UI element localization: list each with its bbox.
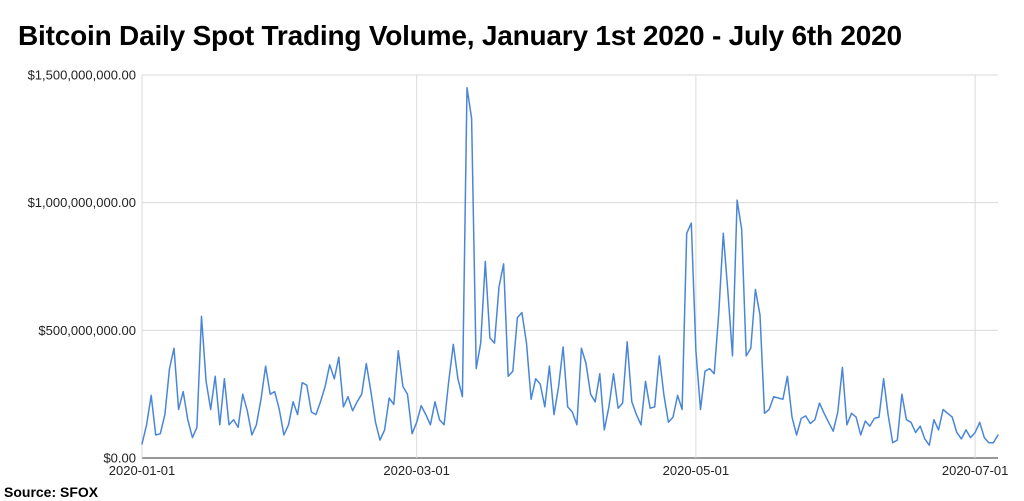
x-tick-label: 2020-01-01 (109, 463, 176, 478)
grid-layer (141, 74, 998, 459)
x-axis: 2020-01-01 2020-03-01 2020-05-01 2020-07-01 (109, 463, 1009, 478)
series-layer (141, 87, 999, 446)
y-tick-label: $500,000,000.00 (38, 323, 136, 338)
y-axis: $0.00 $500,000,000.00 $1,000,000,000.00 $1,… (28, 68, 136, 466)
source-note: Source: SFOX (4, 484, 99, 500)
volume-series-line (141, 87, 999, 446)
y-tick-label: $0.00 (103, 451, 136, 466)
x-tick-label: 2020-07-01 (942, 463, 1009, 478)
y-tick-label: $1,000,000,000.00 (28, 195, 136, 210)
x-tick-label: 2020-03-01 (383, 463, 450, 478)
x-tick-label: 2020-05-01 (663, 463, 730, 478)
y-tick-label: $1,500,000,000.00 (28, 68, 136, 83)
chart-title: Bitcoin Daily Spot Trading Volume, Janua… (18, 20, 902, 51)
